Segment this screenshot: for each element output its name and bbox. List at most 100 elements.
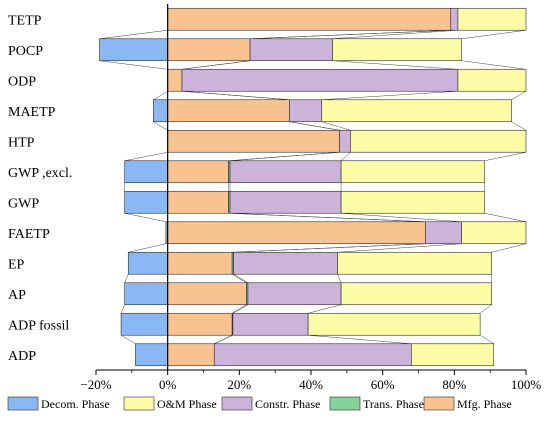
connector-line xyxy=(214,335,233,344)
bar-segment xyxy=(232,312,309,336)
connector-line xyxy=(340,152,351,161)
connector-line xyxy=(461,29,527,40)
bar-segment xyxy=(213,343,412,367)
bar-segment xyxy=(124,190,168,214)
bar-segment xyxy=(339,129,351,153)
connector-line xyxy=(124,212,166,223)
connector-line xyxy=(308,304,342,314)
category-label: MAETP xyxy=(8,105,56,120)
connector-line xyxy=(124,274,129,283)
x-tick-label: −20% xyxy=(80,377,111,392)
connector-line xyxy=(232,274,247,283)
connector-line xyxy=(341,212,462,223)
connector-line xyxy=(233,243,426,253)
x-tick-label: 20% xyxy=(227,377,251,392)
connector-line xyxy=(153,121,168,131)
connector-line xyxy=(289,121,340,131)
bar-segment xyxy=(229,160,342,184)
connector-line xyxy=(99,29,168,40)
connector-line xyxy=(233,274,249,283)
bar-segment xyxy=(153,99,168,123)
legend-swatch xyxy=(123,396,155,411)
bar-segment xyxy=(167,251,233,275)
connector-line xyxy=(491,243,527,253)
category-label: EP xyxy=(8,257,25,272)
category-labels: TETP POCP ODP MAETP HTP GWP ,excl. GWP FAETP EP A… xyxy=(8,13,72,364)
connector-line xyxy=(480,335,494,344)
legend: Decom. Phase O&M Phase Constr. Phase Trans.… xyxy=(7,396,512,411)
bar-segment xyxy=(307,312,481,336)
legend-swatch xyxy=(423,396,455,411)
legend-label: Decom. Phase xyxy=(41,397,110,411)
bar-segment xyxy=(457,68,527,92)
bar-segment xyxy=(340,160,485,184)
connector-line xyxy=(321,121,351,131)
bar-segment xyxy=(127,251,168,275)
connector-line xyxy=(308,334,412,345)
bar-segment xyxy=(457,7,527,31)
connector-line xyxy=(181,90,290,101)
bar-segment xyxy=(350,129,527,153)
bar-segment xyxy=(167,160,229,184)
bar-segment xyxy=(233,251,338,275)
connector-line xyxy=(461,60,527,70)
connector-line xyxy=(230,212,426,223)
bar-segment xyxy=(289,99,323,123)
connector-line xyxy=(128,243,166,253)
legend-swatch xyxy=(7,396,39,411)
connector-line xyxy=(120,304,125,314)
connector-line xyxy=(232,304,249,314)
connector-line xyxy=(250,29,451,40)
category-label: ODP xyxy=(8,74,36,89)
category-label: FAETP xyxy=(8,227,50,242)
bar-segment xyxy=(450,7,459,31)
category-label: AP xyxy=(8,288,26,303)
bar-segment xyxy=(332,38,462,62)
category-label: TETP xyxy=(8,13,42,28)
bar-segment xyxy=(461,221,527,245)
legend-swatch xyxy=(221,396,253,411)
bar-segment xyxy=(99,38,168,62)
x-tick-label: 100% xyxy=(511,377,542,392)
connector-line xyxy=(332,60,458,70)
category-label: HTP xyxy=(8,135,35,150)
x-tick-label: 80% xyxy=(442,377,466,392)
legend-label: Trans. Phase xyxy=(363,397,424,411)
bar-segment xyxy=(425,221,462,245)
bar-segment xyxy=(337,251,492,275)
category-label: GWP ,excl. xyxy=(8,166,72,181)
bar-segment xyxy=(340,190,485,214)
connector-line xyxy=(337,243,462,253)
bar-segment xyxy=(135,343,168,367)
connector-line xyxy=(321,90,458,101)
connector-line xyxy=(337,274,342,283)
connector-line xyxy=(229,151,340,162)
category-label: ADP xyxy=(8,349,36,364)
bar-segment xyxy=(167,129,340,153)
bar-segment xyxy=(124,160,168,184)
segment-connectors xyxy=(99,29,527,345)
connector-line xyxy=(120,335,136,344)
bar-segment xyxy=(229,190,342,214)
bar-segment xyxy=(167,190,229,214)
bar-segment xyxy=(167,7,452,31)
connector-line xyxy=(153,91,168,100)
category-label: GWP xyxy=(8,196,39,211)
bar-segment xyxy=(167,221,426,245)
bar-segment xyxy=(124,282,168,306)
connector-line xyxy=(232,304,247,314)
connector-line xyxy=(511,91,527,100)
legend-label: O&M Phase xyxy=(157,397,217,411)
legend-swatch xyxy=(329,396,361,411)
bar-segment xyxy=(167,312,233,336)
connector-line xyxy=(479,304,492,314)
bar-segment xyxy=(120,312,168,336)
bar-segment xyxy=(181,68,459,92)
bar-segment xyxy=(167,282,247,306)
bar-segment xyxy=(249,38,333,62)
bar-segment xyxy=(340,282,492,306)
bar-segment xyxy=(247,282,342,306)
connector-line xyxy=(484,212,527,223)
bar-segments xyxy=(99,7,527,367)
